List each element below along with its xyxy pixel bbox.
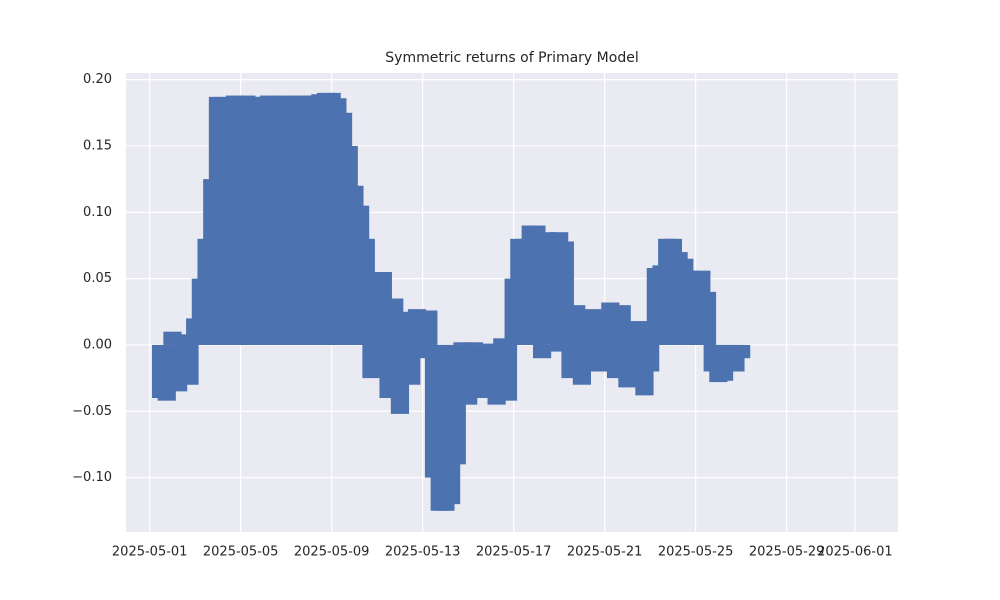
x-tick-label: 2025-05-21 xyxy=(567,545,643,560)
bar xyxy=(629,321,648,345)
bar xyxy=(641,344,660,372)
chart-title: Symmetric returns of Primary Model xyxy=(385,50,638,66)
bar xyxy=(498,344,518,401)
x-tick-label: 2025-05-01 xyxy=(112,545,188,560)
bar xyxy=(493,338,512,345)
y-tick-label: 0.10 xyxy=(83,205,112,220)
bar xyxy=(589,344,609,372)
y-tick-label: −0.05 xyxy=(72,404,112,419)
bar xyxy=(572,344,592,385)
bar xyxy=(544,344,563,352)
bar xyxy=(362,344,381,379)
x-tick-label: 2025-05-29 xyxy=(749,545,825,560)
x-tick-label: 2025-05-09 xyxy=(294,545,370,560)
x-tick-label: 2025-06-01 xyxy=(817,545,893,560)
bar xyxy=(732,344,751,359)
bar xyxy=(464,342,483,345)
bar xyxy=(618,344,637,388)
bar xyxy=(481,343,501,345)
bar xyxy=(419,310,438,345)
bar xyxy=(697,291,717,345)
y-tick-label: 0.20 xyxy=(83,72,112,87)
bar xyxy=(453,342,472,345)
x-tick-label: 2025-05-13 xyxy=(385,545,461,560)
y-tick-label: −0.10 xyxy=(72,470,112,485)
bar xyxy=(174,334,193,345)
x-tick-label: 2025-05-25 xyxy=(658,545,734,560)
y-tick-label: 0.05 xyxy=(83,271,112,286)
x-tick-label: 2025-05-05 xyxy=(203,545,279,560)
bar xyxy=(180,344,199,385)
y-tick-label: 0.00 xyxy=(83,337,112,352)
bar xyxy=(584,309,603,345)
y-tick-label: 0.15 xyxy=(83,138,112,153)
x-tick-label: 2025-05-17 xyxy=(476,545,552,560)
